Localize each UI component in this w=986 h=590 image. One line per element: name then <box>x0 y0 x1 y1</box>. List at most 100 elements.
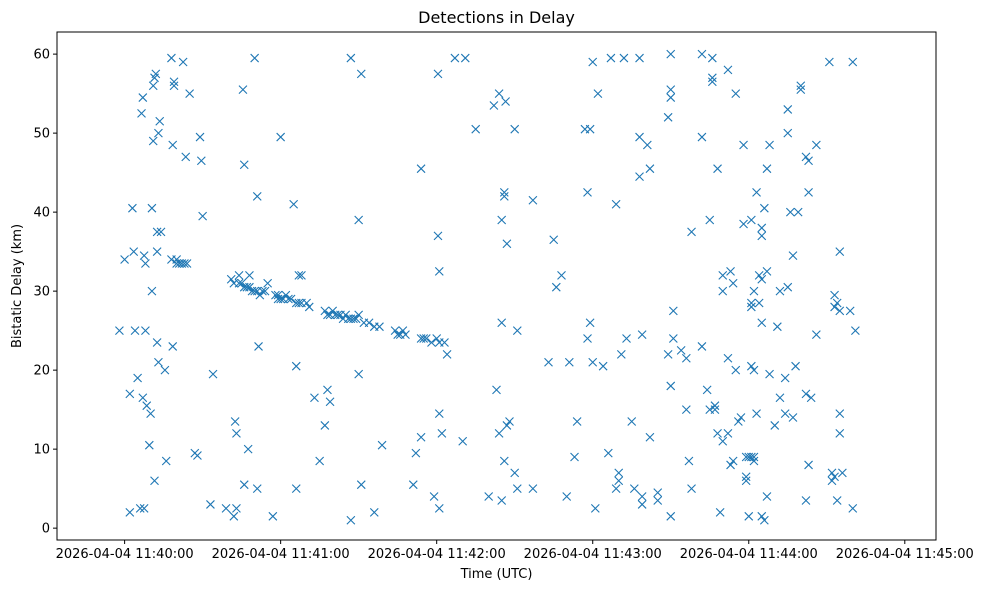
data-point <box>731 89 741 99</box>
data-point <box>757 274 767 284</box>
data-point <box>746 361 756 371</box>
data-point <box>830 290 839 300</box>
data-point <box>848 504 858 513</box>
data-point <box>148 81 158 91</box>
data-point <box>150 476 159 486</box>
data-point <box>349 314 358 324</box>
data-point <box>731 365 741 375</box>
data-point <box>411 448 421 458</box>
data-point <box>273 290 283 300</box>
data-point <box>139 504 149 513</box>
data-point <box>702 385 712 395</box>
data-point <box>155 116 165 126</box>
data-point <box>752 187 761 197</box>
data-point <box>250 53 260 63</box>
data-point <box>333 310 343 320</box>
data-point <box>294 298 304 308</box>
x-axis-label: Time (UTC) <box>460 567 533 582</box>
data-point <box>754 270 764 280</box>
data-point <box>765 140 774 150</box>
data-point <box>129 247 139 257</box>
data-point <box>653 496 663 505</box>
data-point <box>252 484 262 494</box>
data-point <box>726 266 735 276</box>
data-point <box>791 361 800 371</box>
data-point <box>151 69 161 79</box>
data-point <box>141 259 150 268</box>
x-tick-label: 2026-04-04 11:43:00 <box>524 547 662 562</box>
data-point <box>572 417 582 426</box>
data-point <box>144 440 154 450</box>
data-point <box>499 456 509 466</box>
data-point <box>619 53 629 63</box>
data-point <box>148 136 158 146</box>
data-point <box>749 365 759 375</box>
data-point <box>780 373 790 383</box>
data-point <box>302 298 312 308</box>
data-point <box>832 298 842 308</box>
data-point <box>752 409 761 418</box>
data-point <box>681 353 691 363</box>
data-point <box>152 338 162 347</box>
data-point <box>804 460 813 470</box>
data-point <box>196 156 206 166</box>
data-point <box>172 255 182 264</box>
data-point <box>707 73 717 83</box>
data-point <box>255 290 265 300</box>
data-point <box>398 326 408 336</box>
data-point <box>551 282 561 292</box>
data-point <box>697 132 707 142</box>
data-point <box>570 452 579 462</box>
data-point <box>783 128 793 138</box>
data-point <box>687 484 696 494</box>
data-point <box>128 203 137 213</box>
data-point <box>837 468 847 478</box>
data-point <box>835 247 845 257</box>
data-point <box>442 349 452 359</box>
data-point <box>598 361 608 371</box>
data-point <box>325 397 335 407</box>
data-point <box>762 492 772 501</box>
data-point <box>637 492 647 501</box>
data-point <box>811 140 821 150</box>
data-point <box>440 338 449 347</box>
data-point <box>416 432 426 442</box>
data-point <box>757 231 767 241</box>
data-point <box>749 452 759 462</box>
data-point <box>429 492 439 501</box>
data-point <box>606 53 616 63</box>
data-point <box>715 507 725 517</box>
data-point <box>824 57 834 67</box>
data-point <box>637 500 647 509</box>
data-point <box>341 310 351 320</box>
data-point <box>512 484 522 494</box>
data-point <box>315 456 325 466</box>
data-point <box>687 227 696 237</box>
data-point <box>593 89 603 99</box>
data-point <box>718 270 728 280</box>
data-point <box>377 440 387 450</box>
data-point <box>497 496 507 505</box>
data-point <box>193 451 202 460</box>
scatter-points <box>115 49 860 525</box>
data-point <box>811 330 821 339</box>
data-point <box>221 504 231 513</box>
data-point <box>676 346 686 355</box>
data-point <box>830 472 839 482</box>
data-point <box>780 409 790 418</box>
data-point <box>320 421 330 430</box>
data-point <box>645 164 655 174</box>
data-point <box>152 247 162 257</box>
data-point <box>291 484 301 494</box>
data-point <box>588 357 598 367</box>
data-point <box>585 318 595 328</box>
data-point <box>252 191 262 201</box>
data-point <box>421 334 431 343</box>
chart-title: Detections in Delay <box>418 8 575 27</box>
data-point <box>346 53 356 63</box>
data-point <box>830 302 839 312</box>
data-point <box>603 448 613 458</box>
data-point <box>614 468 624 478</box>
data-point <box>775 393 785 403</box>
